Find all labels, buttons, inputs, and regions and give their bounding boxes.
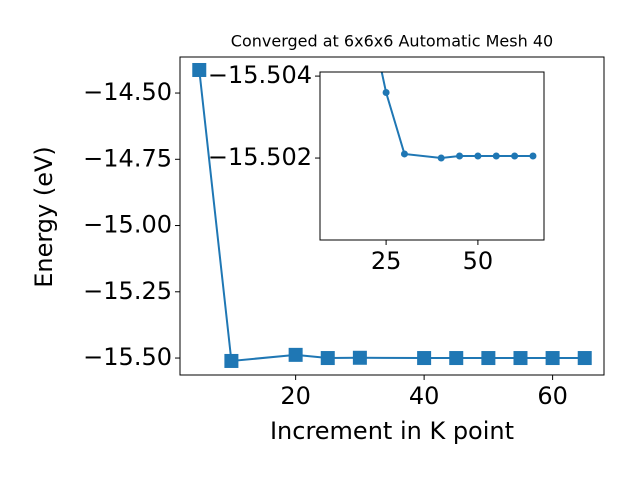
- y-tick-label: −15.50: [83, 343, 172, 371]
- chart-title: Converged at 6x6x6 Automatic Mesh 40: [231, 32, 553, 51]
- data-point: [224, 353, 239, 368]
- data-point: [417, 351, 432, 366]
- x-tick-label: 20: [280, 382, 311, 410]
- data-point: [513, 351, 528, 366]
- data-point: [320, 351, 335, 366]
- data-point: [352, 350, 367, 365]
- x-tick-label: 25: [371, 247, 402, 275]
- axes-frame: [319, 71, 545, 241]
- data-point: [492, 152, 500, 160]
- y-tick-label: −14.50: [83, 78, 172, 106]
- data-point: [577, 351, 592, 366]
- y-tick-label: −15.25: [83, 277, 172, 305]
- y-tick-label: −14.75: [83, 144, 172, 172]
- data-point: [437, 154, 445, 162]
- data-point: [481, 351, 496, 366]
- x-axis-label: Increment in K point: [270, 417, 514, 445]
- y-axis-label: Energy (eV): [30, 146, 58, 288]
- y-tick-label: −15.504: [208, 61, 312, 89]
- data-point: [529, 152, 537, 160]
- data-point: [456, 152, 464, 160]
- plot-group: [192, 62, 592, 368]
- x-tick-label: 60: [537, 382, 568, 410]
- axes-frame: [179, 56, 605, 376]
- data-point: [511, 152, 519, 160]
- plot-group: [380, 72, 537, 162]
- data-point: [288, 347, 303, 362]
- data-point: [449, 351, 464, 366]
- data-point: [400, 150, 408, 158]
- data-point: [474, 152, 482, 160]
- data-point: [192, 62, 207, 77]
- x-tick-label: 50: [463, 247, 494, 275]
- data-point: [545, 351, 560, 366]
- x-tick-label: 40: [409, 382, 440, 410]
- y-tick-label: −15.00: [83, 211, 172, 239]
- data-point: [382, 88, 390, 96]
- y-tick-label: −15.502: [208, 143, 312, 171]
